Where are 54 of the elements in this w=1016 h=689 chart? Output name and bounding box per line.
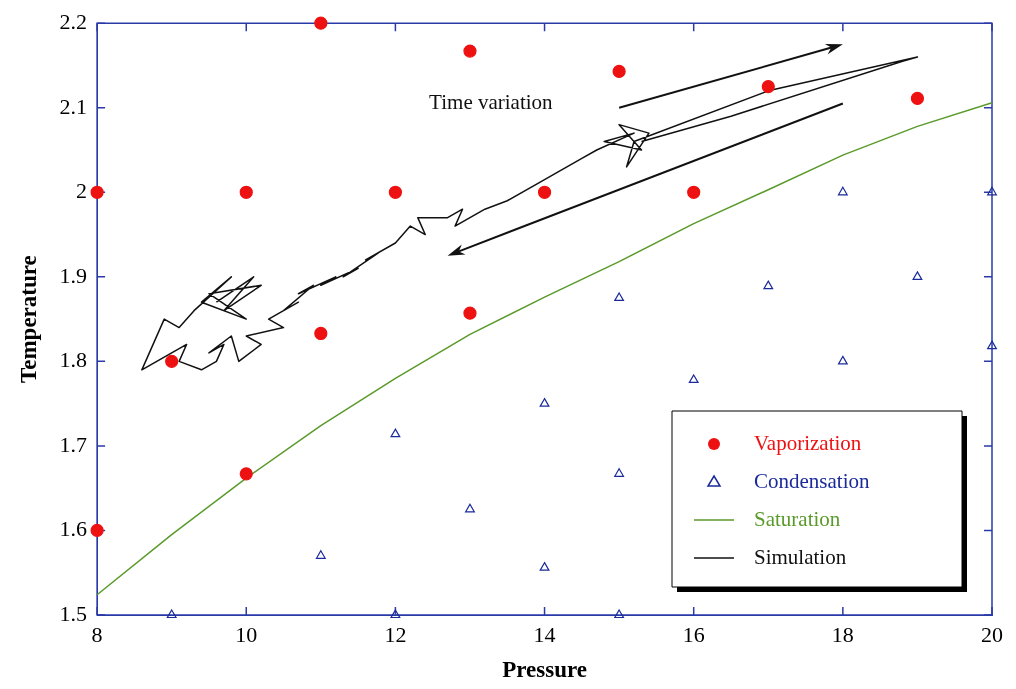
point [390, 609, 401, 619]
y-tick-label: 2 [76, 178, 88, 204]
point [165, 354, 179, 368]
point [314, 326, 328, 341]
point [987, 186, 997, 196]
annotation: Time variation [429, 89, 554, 114]
x-tick-label: 20 [981, 621, 1003, 647]
y-tick-label: 1.5 [59, 600, 88, 626]
legend-label: Vaporization [754, 430, 862, 455]
point [315, 550, 326, 559]
point [688, 374, 699, 384]
legend-label: Saturation [754, 506, 841, 531]
point [465, 503, 475, 513]
point [614, 468, 625, 477]
point [687, 185, 701, 199]
point [537, 185, 552, 199]
point [539, 398, 550, 407]
point [314, 16, 328, 30]
x-tick-label: 12 [384, 621, 407, 647]
x-tick-label: 10 [235, 621, 258, 647]
point [837, 186, 848, 196]
point [614, 292, 625, 302]
point [390, 428, 401, 438]
point [837, 355, 848, 365]
x-tick-label: 14 [533, 621, 556, 647]
point [987, 340, 997, 350]
point [388, 185, 402, 199]
legend-label: Condensation [754, 468, 870, 493]
x-axis-title: Pressure [502, 657, 587, 683]
point [166, 609, 177, 619]
point [463, 44, 477, 58]
y-tick-label: 2.2 [59, 8, 88, 34]
point [463, 306, 477, 320]
point [90, 523, 104, 538]
point [90, 185, 104, 199]
point [239, 467, 253, 481]
x-tick-label: 8 [91, 621, 103, 647]
legend-label: Simulation [754, 544, 847, 569]
y-tick-label: 1.7 [59, 431, 88, 457]
x-tick-label: 18 [831, 621, 854, 647]
point [614, 609, 625, 619]
point [539, 562, 550, 571]
y-tick-label: 1.9 [59, 262, 88, 288]
point [912, 271, 923, 280]
y-axis-title: Temperature [15, 255, 41, 383]
y-tick-label: 1.8 [59, 347, 88, 373]
point [612, 64, 626, 78]
point [239, 185, 253, 199]
x-tick-label: 16 [682, 621, 705, 647]
point [910, 91, 925, 106]
point [761, 80, 775, 94]
y-tick-label: 1.6 [59, 516, 88, 542]
point [763, 280, 774, 290]
y-tick-label: 2.1 [59, 93, 88, 119]
